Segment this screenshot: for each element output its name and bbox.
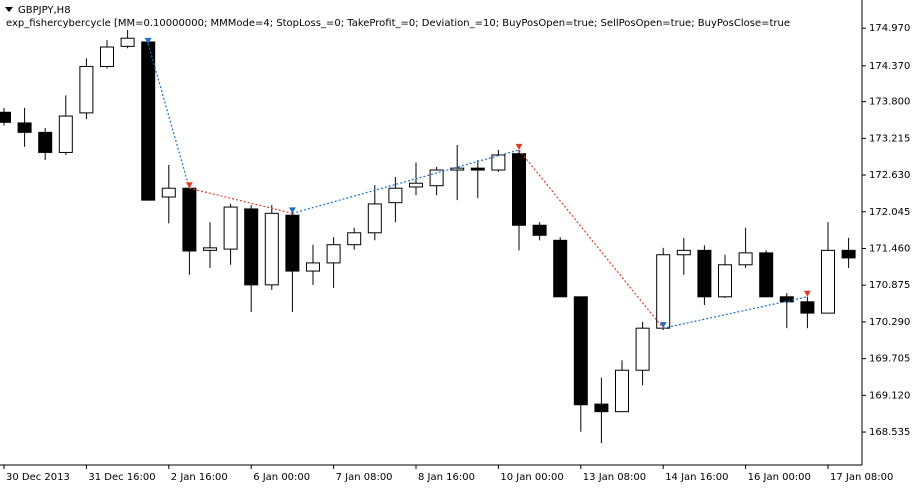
- candle-body: [203, 247, 217, 251]
- x-tick-label: 6 Jan 00:00: [253, 472, 310, 483]
- candle-body: [532, 224, 547, 236]
- candle-body: [676, 249, 691, 256]
- candle-body: [615, 369, 629, 413]
- candle-body: [347, 232, 362, 246]
- candle-body: [367, 203, 382, 234]
- trade-arrow: [288, 207, 296, 214]
- candle-body: [718, 264, 732, 298]
- candle-body: [141, 41, 156, 201]
- x-tick-label: 10 Jan 00:00: [500, 472, 563, 483]
- chart-title: GBPJPY,H8: [18, 5, 71, 16]
- x-tick-label: 14 Jan 16:00: [665, 472, 728, 483]
- trade-arrow: [659, 322, 667, 329]
- candle-body: [841, 249, 856, 259]
- candle-body: [79, 65, 94, 114]
- y-tick-label: 169.705: [869, 354, 910, 365]
- candle-body: [738, 252, 753, 266]
- x-tick-label: 2 Jan 16:00: [171, 472, 228, 483]
- trade-line: [189, 187, 293, 214]
- candle-body: [223, 206, 238, 250]
- trade-line: [292, 149, 520, 214]
- collapse-icon[interactable]: [5, 7, 13, 12]
- y-tick-label: 174.970: [869, 23, 910, 34]
- x-tick-label: 31 Dec 16:00: [88, 472, 155, 483]
- y-tick-label: 168.535: [869, 427, 910, 438]
- x-tick-label: 17 Jan 08:00: [830, 472, 893, 483]
- x-tick-label: 13 Jan 08:00: [583, 472, 646, 483]
- candle-body: [120, 37, 135, 47]
- x-tick-label: 16 Jan 00:00: [748, 472, 811, 483]
- candle-body: [429, 169, 444, 187]
- y-tick-label: 172.045: [869, 207, 910, 218]
- candle-body: [285, 214, 300, 272]
- x-tick-label: 8 Jan 16:00: [418, 472, 475, 483]
- candle-body: [573, 296, 588, 406]
- candle-body: [38, 131, 53, 153]
- x-tick-label: 30 Dec 2013: [6, 472, 70, 483]
- candle-body: [821, 249, 835, 314]
- candle-body: [0, 111, 11, 123]
- x-tick-label: 7 Jan 08:00: [336, 472, 393, 483]
- y-tick-label: 170.290: [869, 317, 910, 328]
- candle-body: [264, 212, 279, 286]
- y-tick-label: 169.120: [869, 390, 910, 401]
- candle-body: [697, 249, 712, 298]
- candle-body: [635, 327, 650, 371]
- y-tick-label: 173.800: [869, 97, 910, 108]
- candle-body: [779, 296, 794, 303]
- candle-body: [800, 301, 815, 314]
- y-tick-label: 174.370: [869, 61, 910, 72]
- candle-body: [491, 154, 506, 171]
- trade-arrow: [803, 290, 811, 297]
- trade-arrow: [185, 182, 193, 189]
- y-tick-label: 172.630: [869, 170, 910, 181]
- candle-body: [161, 187, 176, 198]
- trade-arrow: [515, 143, 523, 150]
- candle-body: [244, 208, 259, 286]
- candle-body: [58, 115, 73, 153]
- candle-body: [326, 244, 341, 264]
- y-tick-label: 173.215: [869, 133, 910, 144]
- trade-line: [663, 296, 808, 329]
- candle-body: [759, 252, 774, 298]
- plot-area: [0, 30, 856, 444]
- candle-body: [594, 403, 609, 413]
- y-tick-label: 170.875: [869, 280, 910, 291]
- candle-body: [553, 239, 568, 298]
- candle-body: [306, 262, 320, 272]
- y-tick-label: 171.460: [869, 243, 910, 254]
- candle-body: [409, 182, 423, 188]
- candle-body: [512, 153, 526, 226]
- candle-body: [17, 122, 32, 133]
- candle-body: [470, 167, 485, 171]
- candle-body: [182, 187, 197, 252]
- candle-body: [388, 187, 403, 204]
- trade-arrow: [144, 37, 152, 44]
- expert-params: exp_fishercybercycle [MM=0.10000000; MMM…: [6, 18, 790, 29]
- candle-body: [656, 254, 671, 329]
- trade-line: [147, 43, 190, 189]
- candle-body: [450, 167, 465, 171]
- candle-body: [100, 46, 114, 67]
